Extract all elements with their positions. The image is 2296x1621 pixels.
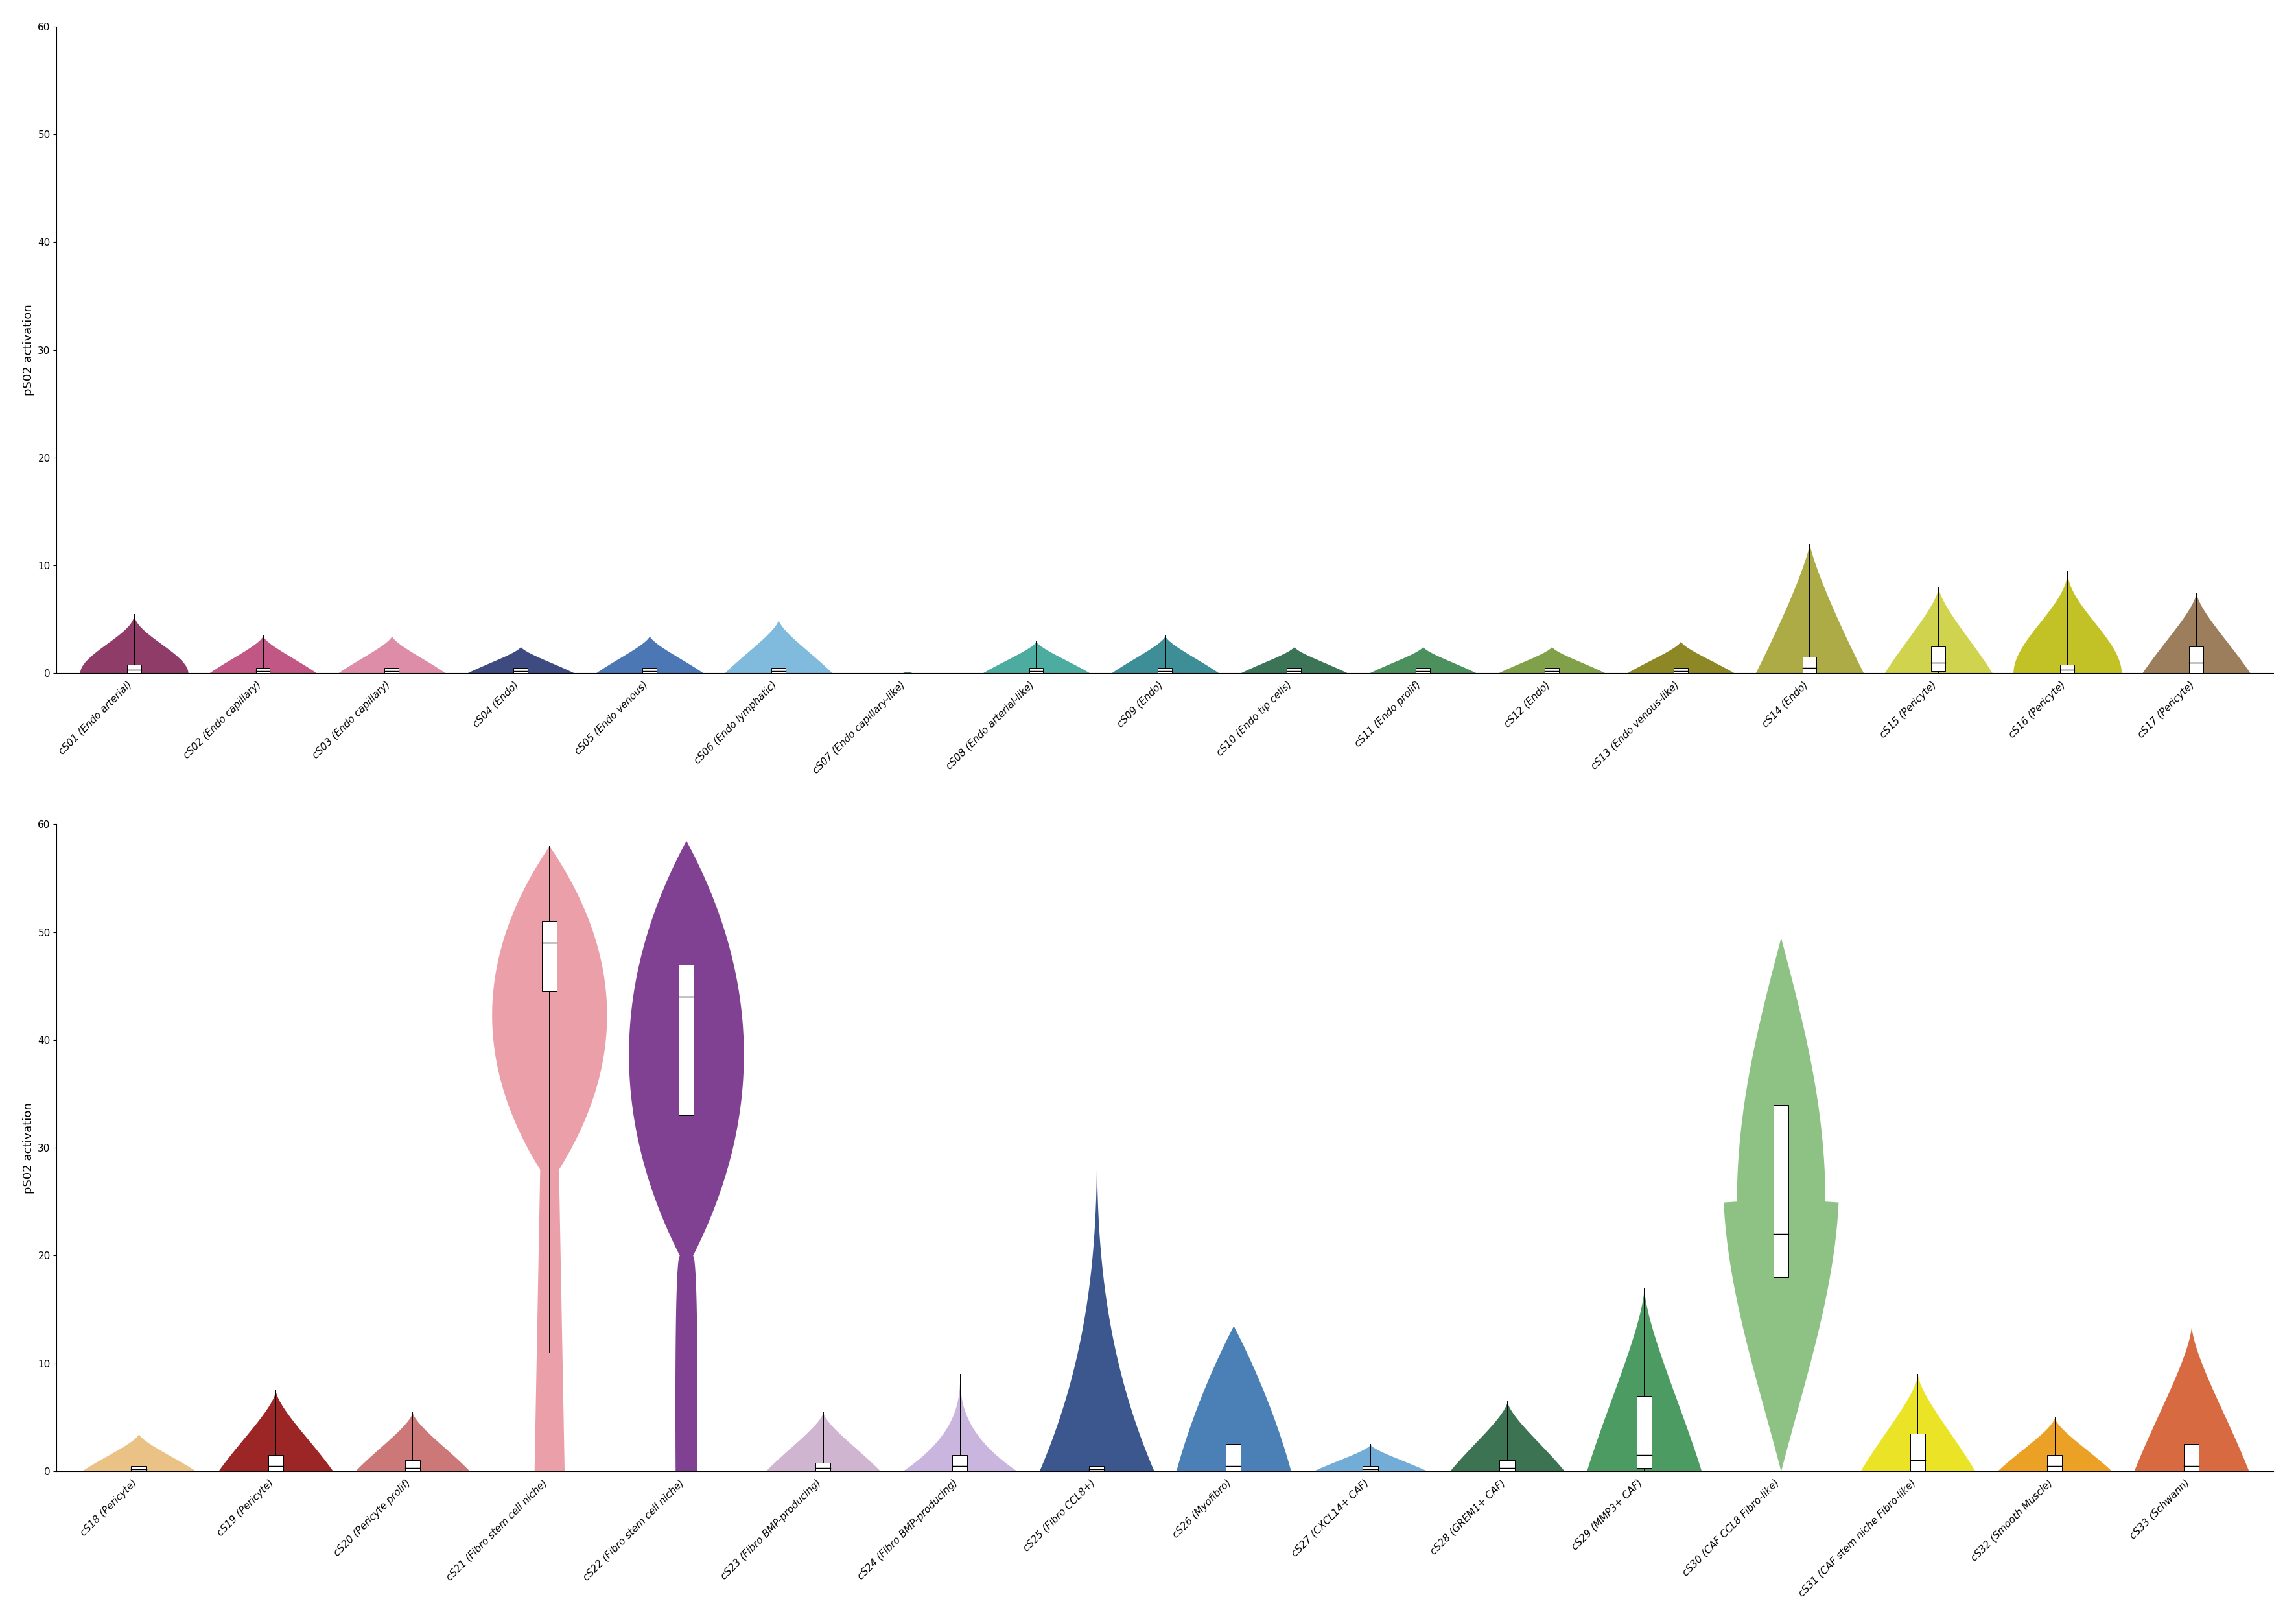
Bar bbox=[131, 1465, 147, 1472]
Bar bbox=[2048, 1456, 2062, 1472]
Bar bbox=[953, 1456, 967, 1472]
Bar bbox=[1157, 668, 1173, 673]
Bar bbox=[1674, 668, 1688, 673]
Bar bbox=[1029, 668, 1042, 673]
Bar bbox=[1773, 1104, 1789, 1277]
Bar bbox=[1931, 647, 1945, 671]
Bar bbox=[1802, 657, 1816, 673]
Bar bbox=[386, 668, 400, 673]
Y-axis label: pS02 activation: pS02 activation bbox=[23, 1102, 34, 1193]
Bar bbox=[771, 668, 785, 673]
Bar bbox=[1637, 1396, 1651, 1469]
Bar bbox=[680, 964, 693, 1115]
Bar bbox=[404, 1461, 420, 1472]
Bar bbox=[2060, 665, 2073, 673]
Bar bbox=[815, 1462, 831, 1472]
Bar bbox=[126, 665, 140, 673]
Bar bbox=[643, 668, 657, 673]
Bar bbox=[1364, 1465, 1378, 1472]
Bar bbox=[269, 1456, 282, 1472]
Bar bbox=[255, 668, 271, 673]
Bar bbox=[514, 668, 528, 673]
Bar bbox=[2183, 1444, 2200, 1472]
Bar bbox=[1088, 1465, 1104, 1472]
Bar bbox=[1545, 668, 1559, 673]
Bar bbox=[542, 921, 558, 992]
Bar bbox=[1910, 1433, 1926, 1472]
Bar bbox=[1226, 1444, 1242, 1472]
Bar bbox=[1499, 1461, 1515, 1472]
Y-axis label: pS02 activation: pS02 activation bbox=[23, 305, 34, 396]
Bar bbox=[2188, 647, 2204, 673]
Bar bbox=[1417, 668, 1430, 673]
Bar bbox=[1286, 668, 1302, 673]
